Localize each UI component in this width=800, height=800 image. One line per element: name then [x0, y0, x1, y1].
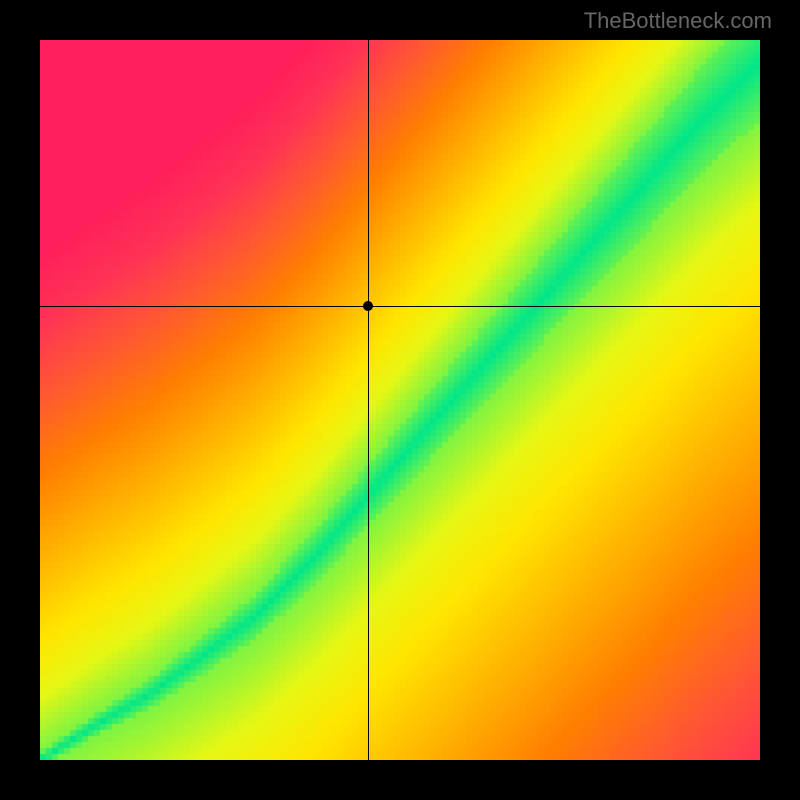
crosshair-vertical: [368, 40, 369, 760]
crosshair-horizontal: [40, 306, 760, 307]
heatmap-plot: [40, 40, 760, 760]
heatmap-canvas: [40, 40, 760, 760]
watermark-text: TheBottleneck.com: [584, 8, 772, 34]
marker-dot: [363, 301, 373, 311]
